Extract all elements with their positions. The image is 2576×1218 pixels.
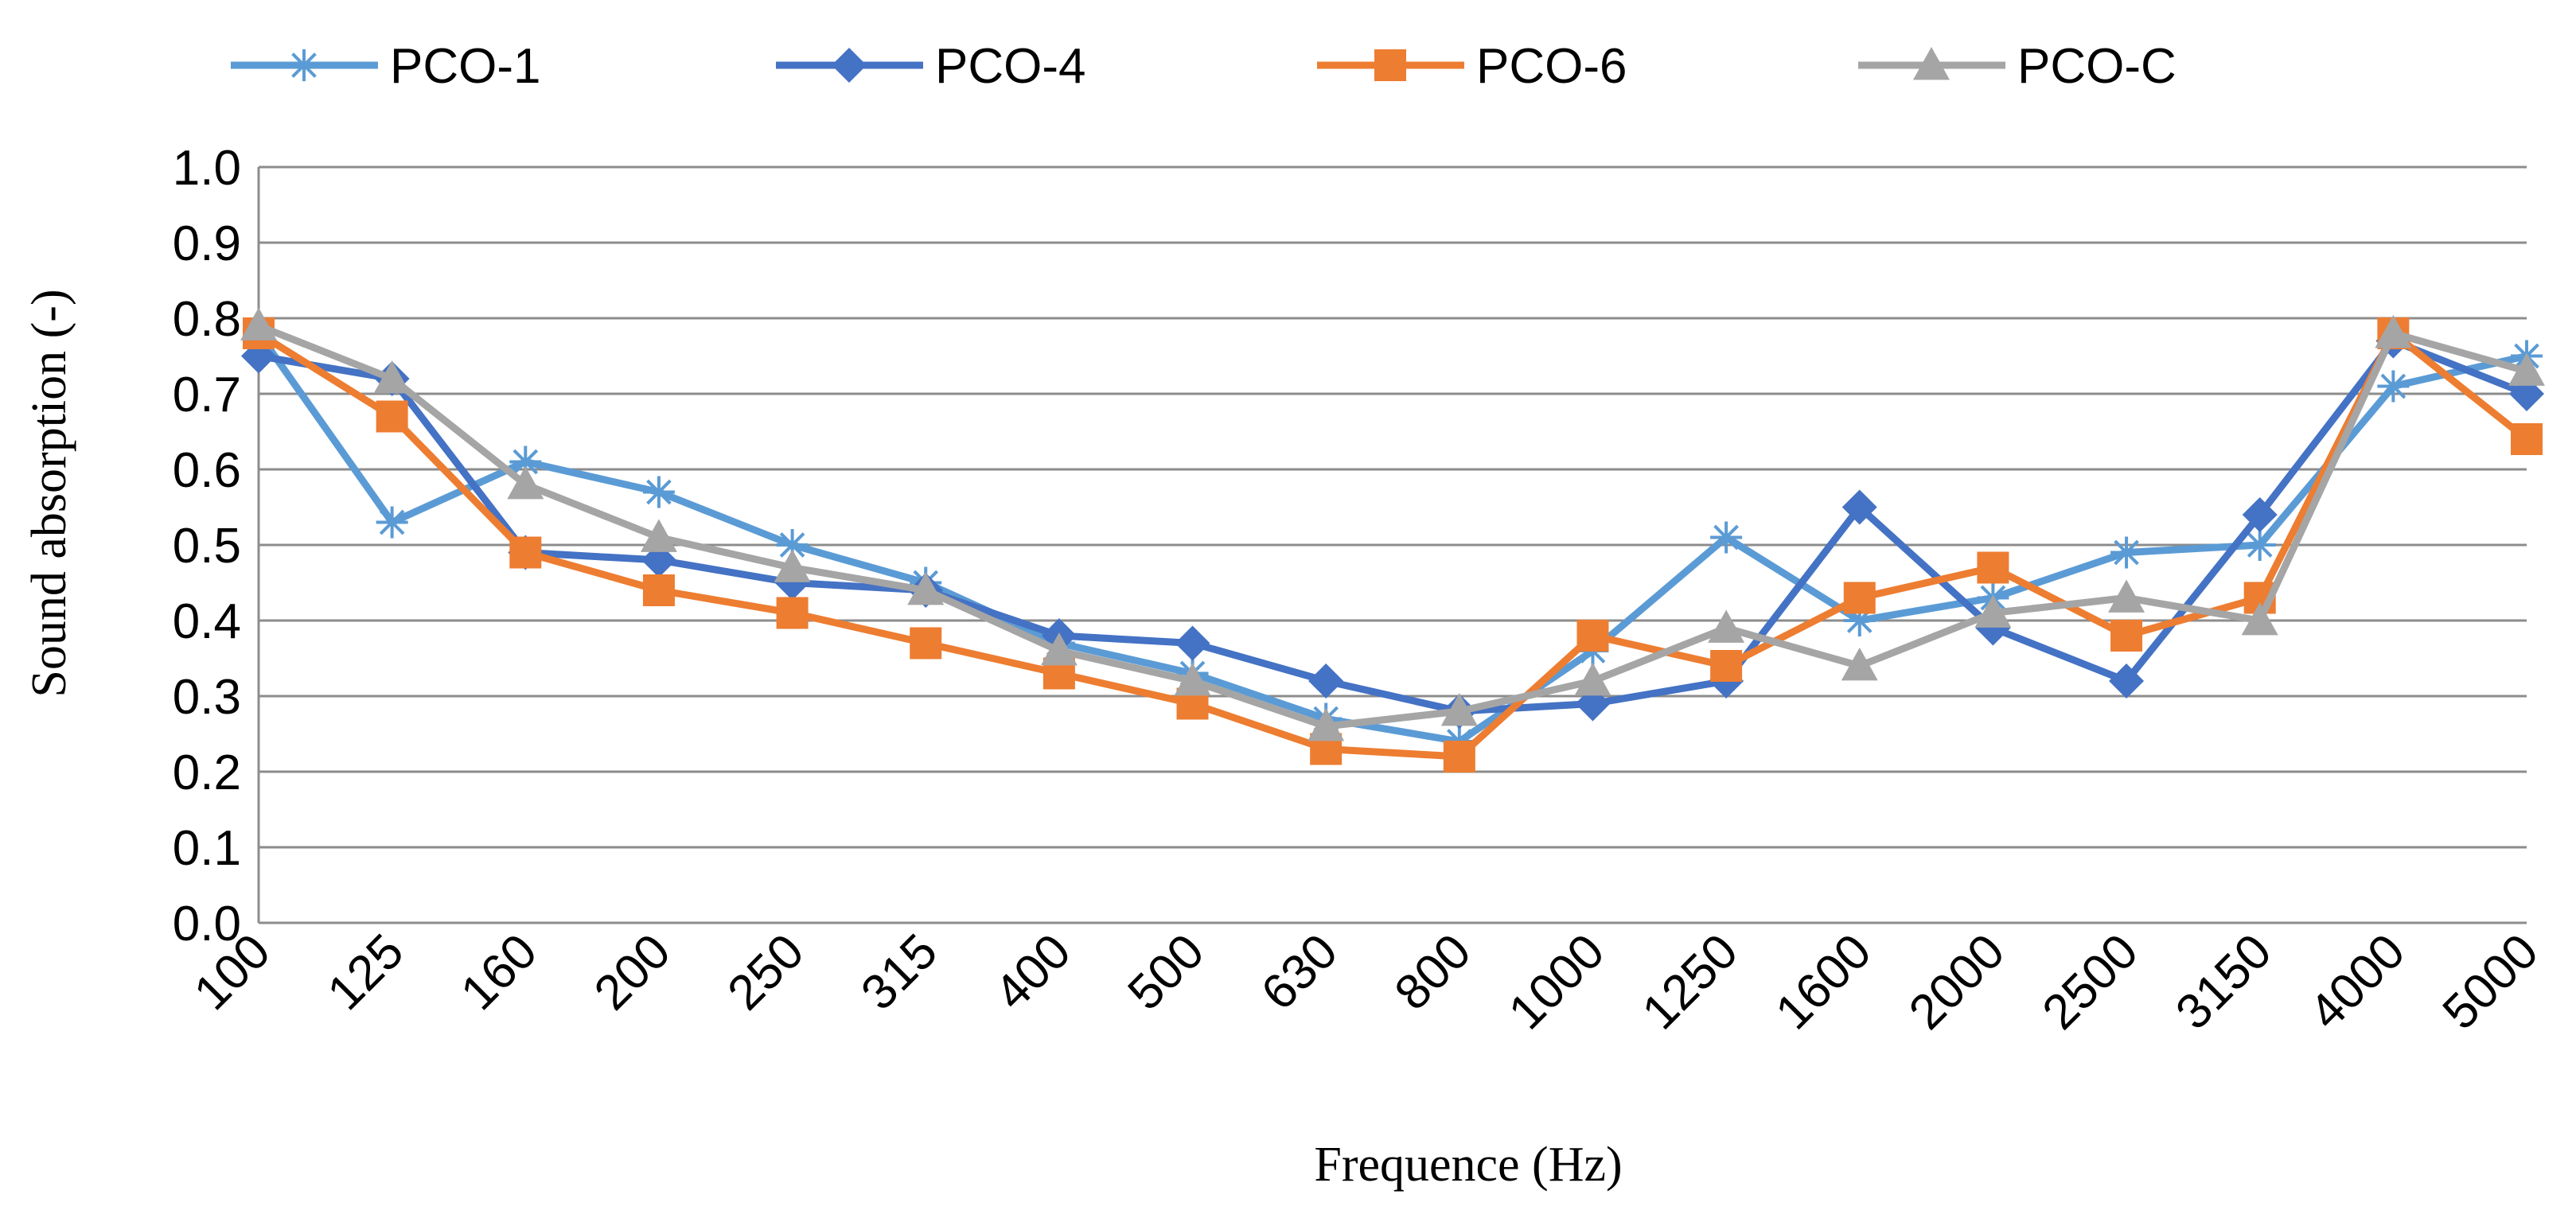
data-point-pco-6 <box>1710 650 1743 682</box>
series-pco-1 <box>243 317 2543 757</box>
y-tick-label: 0.6 <box>173 443 241 498</box>
x-axis-label: Frequence (Hz) <box>1314 1138 1622 1192</box>
data-point-pco-6 <box>1443 741 1475 772</box>
legend-label: PCO-4 <box>935 39 1085 94</box>
legend-item-pco-4: PCO-4 <box>776 39 1085 94</box>
y-tick-label: 0.0 <box>173 897 241 951</box>
data-point-pco-c <box>1174 663 1211 696</box>
data-point-pco-4 <box>2109 663 2145 699</box>
legend-label: PCO-C <box>2017 39 2177 94</box>
legend-marker-triangle <box>1913 47 1950 80</box>
data-point-pco-c <box>507 466 544 500</box>
series-line-pco-c <box>257 322 2528 730</box>
y-tick-label: 0.1 <box>173 821 241 876</box>
data-point-pco-6 <box>376 400 408 433</box>
data-point-pco-6 <box>1843 582 1876 614</box>
data-point-pco-6 <box>2511 423 2543 455</box>
y-tick-label: 0.9 <box>173 216 241 271</box>
x-tick-label: 800 <box>1385 924 1482 1021</box>
data-point-pco-c <box>2508 352 2545 386</box>
legend-item-pco-6: PCO-6 <box>1317 39 1627 94</box>
data-point-pco-c <box>1307 708 1345 741</box>
data-point-pco-6 <box>509 536 542 569</box>
data-point-pco-1 <box>1710 521 1743 554</box>
data-point-pco-6 <box>1576 620 1609 652</box>
y-axis-label: Sound absorption (-) <box>22 289 76 697</box>
data-point-pco-c <box>774 549 811 582</box>
data-point-pco-1 <box>2110 536 2143 569</box>
x-tick-label: 1600 <box>1765 924 1881 1040</box>
y-tick-label: 1.0 <box>173 141 241 196</box>
data-point-pco-4 <box>1308 663 1344 699</box>
y-tick-label: 0.8 <box>173 292 241 347</box>
data-point-pco-1 <box>2377 370 2410 403</box>
x-tick-label: 5000 <box>2433 924 2549 1040</box>
grid <box>257 165 2527 924</box>
x-tick-label: 125 <box>318 924 415 1021</box>
legend-label: PCO-6 <box>1476 39 1627 94</box>
data-point-pco-c <box>1440 693 1478 726</box>
data-point-pco-6 <box>2110 620 2143 652</box>
legend-item-pco-c: PCO-C <box>1858 39 2177 94</box>
data-point-pco-c <box>2108 579 2145 613</box>
y-tick-label: 0.3 <box>173 670 241 725</box>
y-tick-label: 0.7 <box>173 368 241 422</box>
data-point-pco-c <box>1974 594 2012 628</box>
series-layer <box>240 307 2545 772</box>
data-point-pco-6 <box>642 574 675 606</box>
y-tick-label: 0.5 <box>173 519 241 574</box>
y-tick-label: 0.2 <box>173 745 241 800</box>
data-point-pco-c <box>1841 648 1878 681</box>
x-tick-label: 4000 <box>2299 924 2415 1040</box>
data-point-pco-1 <box>2243 529 2276 561</box>
data-point-pco-6 <box>910 627 942 660</box>
data-point-pco-c <box>640 519 677 552</box>
data-point-pco-c <box>1708 609 1745 643</box>
y-tick-label: 0.4 <box>173 594 241 649</box>
data-point-pco-c <box>240 307 277 340</box>
x-tick-label: 1000 <box>1498 924 1615 1040</box>
x-tick-label: 400 <box>984 924 1081 1021</box>
legend-marker-diamond <box>832 48 867 83</box>
x-axis-ticks: 100 125 160 200 250 315 400 500 630 800 1000 1250 16… <box>184 924 2549 1040</box>
data-point-pco-4 <box>2242 497 2278 532</box>
data-point-pco-c <box>2375 315 2412 348</box>
data-point-pco-4 <box>1175 625 1210 661</box>
data-point-pco-c <box>373 360 411 394</box>
series-pco-c <box>240 307 2545 741</box>
data-point-pco-1 <box>376 506 408 539</box>
x-tick-label: 250 <box>718 924 815 1021</box>
x-tick-label: 160 <box>450 924 548 1021</box>
data-point-pco-c <box>1040 632 1078 666</box>
x-tick-label: 315 <box>851 924 948 1021</box>
data-point-pco-1 <box>642 476 675 508</box>
data-point-pco-c <box>907 572 945 605</box>
legend-marker-asterisk <box>288 49 320 81</box>
series-line-pco-6 <box>256 329 2529 761</box>
data-point-pco-4 <box>1841 489 1877 525</box>
data-point-pco-c <box>2241 602 2278 636</box>
legend-label: PCO-1 <box>390 39 540 94</box>
legend-marker-square <box>1374 49 1406 81</box>
data-point-pco-6 <box>1977 551 2009 584</box>
data-point-pco-6 <box>776 597 809 629</box>
x-tick-label: 500 <box>1117 924 1214 1021</box>
series-line-pco-1 <box>255 331 2527 745</box>
series-pco-4 <box>241 323 2544 729</box>
x-tick-label: 2000 <box>1899 924 2015 1040</box>
x-tick-label: 1250 <box>1632 924 1748 1040</box>
x-tick-label: 200 <box>584 924 681 1021</box>
x-tick-label: 630 <box>1251 924 1348 1021</box>
x-tick-label: 3150 <box>2165 924 2282 1040</box>
legend: PCO-1 PCO-4 PCO-6 PCO-C <box>231 39 2177 94</box>
legend-item-pco-1: PCO-1 <box>231 39 540 94</box>
data-point-pco-c <box>1574 663 1611 696</box>
x-tick-label: 2500 <box>2032 924 2149 1040</box>
y-axis-ticks: 0.0 0.1 0.2 0.3 0.4 0.5 0.6 0.7 0.8 0.9 1.0 <box>173 141 241 951</box>
series-line-pco-4 <box>258 337 2528 715</box>
